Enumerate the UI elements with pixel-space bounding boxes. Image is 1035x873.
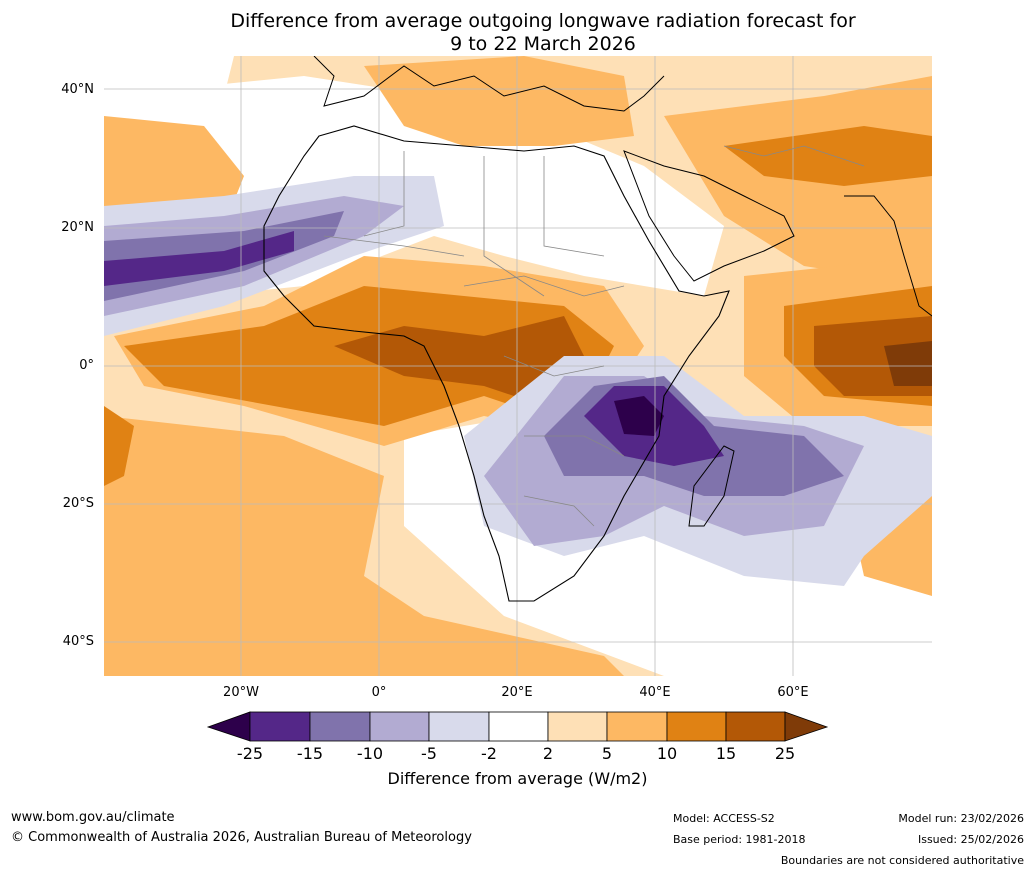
europe-coastline [313,56,665,112]
colorbar-bin-6 [547,711,608,742]
colorbar-tick: 15 [715,744,737,763]
base-period: Base period: 1981-2018 [673,833,806,846]
colorbar-label: Difference from average (W/m2) [387,769,648,788]
lat-label-20n: 20°N [61,220,94,235]
africa-coastline [263,125,730,602]
dark-orange-atlantic [104,406,134,486]
colorbar-tick: 10 [656,744,678,763]
lon-label-60e: 60°E [777,685,809,700]
orange-mediterranean [364,56,634,146]
colorbar-bin-1 [249,711,311,742]
boundaries-disclaimer: Boundaries are not considered authoritat… [780,854,1024,867]
india-coastline [844,195,932,317]
colorbar-bin-9 [725,711,786,742]
white-nw [104,56,234,106]
graticule [104,56,932,676]
madagascar-outline [688,445,735,527]
map-title: Difference from average outgoing longwav… [0,10,1035,56]
colorbar-tick: -2 [481,744,497,763]
colorbar-high-arrow [784,711,829,742]
colorbar-tick: -5 [421,744,437,763]
colorbar-tick: -10 [356,744,384,763]
orange-south-atlantic [104,416,624,676]
colorbar-tick: -15 [296,744,324,763]
colorbar-low-arrow [206,711,251,742]
colorbar-bin-8 [666,711,727,742]
title-line-2: 9 to 22 March 2026 [450,33,636,55]
colorbar-bin-4 [428,711,490,742]
lon-label-20e: 20°E [501,685,533,700]
lon-label-0: 0° [371,685,387,700]
colorbar-tick: 2 [542,744,554,763]
colorbar-bin-5 [488,711,549,742]
colorbar-bin-3 [369,711,430,742]
darkest-indian [884,341,932,386]
model-name: Model: ACCESS-S2 [673,812,775,825]
olr-anomaly-map [104,56,932,676]
purple-south-darkest [614,396,664,436]
dark-orange-arabia [724,126,932,186]
arabia-coastline [623,150,795,282]
lat-label-0: 0° [79,358,94,373]
purple-west-africa-core [104,231,294,286]
colorbar-tick: 25 [774,744,796,763]
brown-congo [334,316,584,406]
model-run-date: Model run: 23/02/2026 [898,812,1024,825]
lat-label-20s: 20°S [62,496,94,511]
lon-label-20w: 20°W [223,685,259,700]
colorbar-tick: 5 [601,744,613,763]
lon-label-40e: 40°E [639,685,671,700]
colorbar-tick: -25 [236,744,264,763]
title-line-1: Difference from average outgoing longwav… [230,10,856,32]
lat-label-40n: 40°N [61,82,94,97]
copyright-text: © Commonwealth of Australia 2026, Austra… [11,830,472,845]
lat-label-40s: 40°S [62,634,94,649]
colorbar-bin-2 [309,711,371,742]
country-borders [323,145,865,527]
bom-website-link[interactable]: www.bom.gov.au/climate [11,810,175,825]
issued-date: Issued: 25/02/2026 [917,833,1024,846]
colorbar-bin-7 [606,711,668,742]
map-graphic [104,56,932,676]
